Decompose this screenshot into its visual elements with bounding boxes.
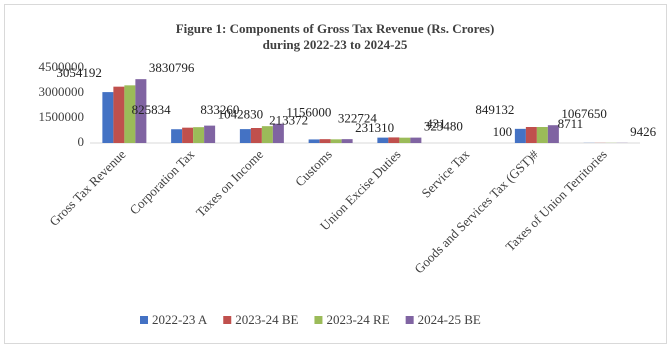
- bar: [102, 92, 114, 143]
- data-label: 322724: [338, 111, 378, 126]
- bar: [261, 126, 273, 143]
- y-tick-label: 4500000: [39, 59, 85, 74]
- legend-swatch: [405, 316, 414, 324]
- data-label: 100: [493, 124, 513, 139]
- bar: [239, 129, 251, 143]
- data-label: 9426: [630, 124, 657, 139]
- bar: [272, 123, 284, 143]
- bar: [135, 79, 147, 143]
- chart-subtitle: during 2022-23 to 2024-25: [263, 37, 408, 52]
- legend-label: 2024-25 BE: [418, 312, 481, 327]
- bar: [113, 86, 125, 143]
- bar: [377, 137, 389, 143]
- bar: [250, 128, 262, 143]
- bar: [525, 127, 537, 143]
- bar: [388, 137, 400, 143]
- bar: [204, 125, 216, 143]
- bar: [410, 137, 422, 143]
- bar: [319, 139, 331, 143]
- legend-swatch: [140, 316, 148, 324]
- y-tick-label: 3000000: [39, 84, 85, 99]
- legend-label: 2022-23 A: [152, 312, 208, 327]
- bar: [182, 127, 194, 143]
- bar: [547, 125, 559, 143]
- legend-swatch: [223, 316, 232, 324]
- data-label: 3054192: [56, 65, 102, 80]
- bar: [193, 127, 205, 143]
- data-label: 1156000: [286, 105, 331, 120]
- bar: [308, 139, 320, 143]
- data-label: 833260: [200, 102, 239, 117]
- data-label: 431: [426, 116, 446, 131]
- data-label: 8711: [558, 116, 584, 131]
- y-tick-label: 0: [78, 134, 85, 149]
- bar: [514, 128, 526, 143]
- data-label: 231310: [355, 120, 394, 135]
- bar: [536, 127, 548, 143]
- bar: [124, 85, 136, 143]
- legend-label: 2023-24 RE: [326, 312, 389, 327]
- data-label: 323480: [424, 119, 463, 134]
- legend-label: 2023-24 BE: [235, 312, 298, 327]
- chart-border: [4, 4, 667, 344]
- data-label: 213372: [269, 112, 308, 127]
- data-label: 1042830: [218, 107, 264, 122]
- bar: [341, 139, 353, 143]
- bar: [399, 137, 411, 143]
- chart-title: Figure 1: Components of Gross Tax Revenu…: [176, 21, 495, 36]
- data-label: 1067650: [561, 106, 607, 121]
- y-tick-label: 1500000: [39, 109, 85, 124]
- legend-swatch: [314, 316, 323, 324]
- bar: [330, 139, 342, 143]
- data-label: 3830796: [149, 60, 195, 75]
- data-label: 825834: [132, 102, 172, 117]
- bar: [171, 129, 183, 143]
- data-label: 849132: [475, 102, 514, 117]
